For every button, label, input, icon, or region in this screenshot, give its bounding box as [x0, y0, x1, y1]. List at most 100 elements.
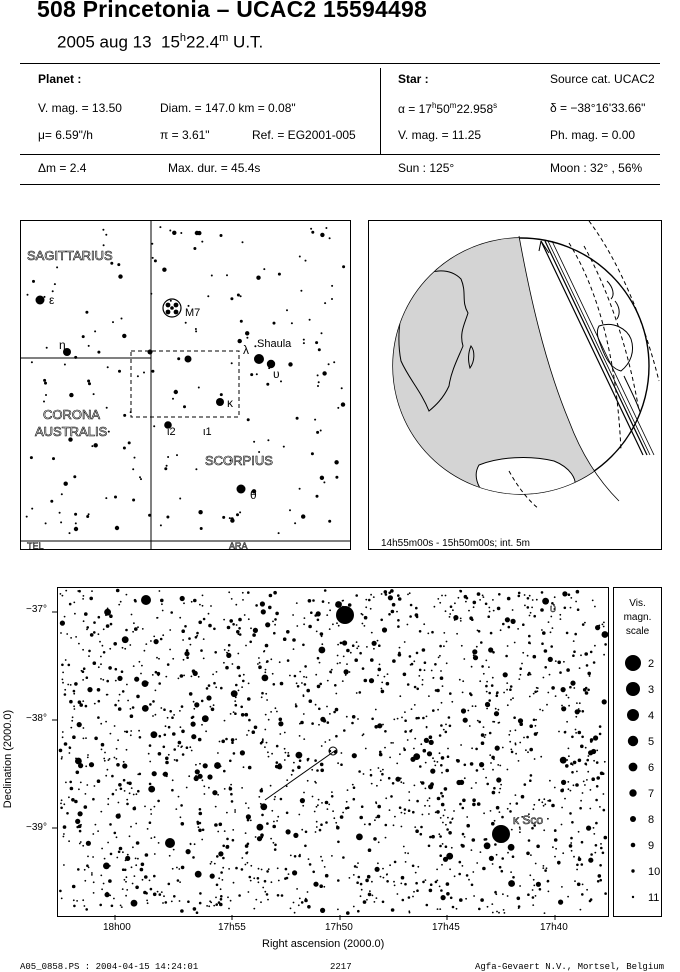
chart-star — [543, 912, 546, 914]
upsilon-mark: υ — [550, 603, 556, 615]
chart-star — [439, 676, 444, 680]
chart-star — [320, 855, 322, 858]
chart-star — [219, 902, 223, 907]
occultation-track — [540, 240, 655, 456]
finder-star — [255, 373, 258, 376]
chart-star — [365, 598, 368, 601]
chart-star — [82, 727, 85, 729]
chart-star — [575, 589, 580, 594]
chart-star — [60, 757, 63, 760]
chart-star — [443, 809, 446, 811]
finder-star — [81, 335, 85, 339]
finder-star — [165, 464, 168, 467]
chart-star — [118, 693, 121, 696]
chart-star — [463, 658, 466, 660]
chart-star — [516, 896, 521, 901]
chart-star — [203, 785, 206, 788]
chart-star — [85, 908, 88, 911]
chart-star — [443, 787, 448, 791]
chart-star — [529, 724, 533, 728]
finder-star — [114, 495, 117, 499]
chart-star — [165, 760, 169, 765]
chart-star — [241, 686, 244, 688]
chart-star — [209, 705, 212, 708]
chart-star — [571, 771, 574, 774]
chart-star — [71, 884, 76, 889]
chart-star — [366, 646, 368, 648]
chart-star — [271, 752, 273, 755]
chart-star — [76, 825, 79, 829]
chart-star — [197, 737, 202, 742]
chart-star — [60, 802, 62, 805]
chart-star — [223, 788, 226, 790]
chart-star — [60, 806, 63, 810]
chart-star — [253, 725, 258, 730]
chart-star — [221, 879, 224, 881]
chart-star — [421, 679, 424, 681]
chart-star — [336, 622, 338, 625]
chart-star — [519, 673, 522, 676]
chart-star — [115, 789, 117, 791]
chart-star — [246, 842, 250, 846]
chart-star — [260, 803, 268, 811]
chart-star — [251, 730, 256, 734]
finder-star — [122, 446, 126, 450]
chart-star — [408, 791, 411, 793]
chart-star — [381, 900, 385, 904]
chart-star — [125, 748, 128, 751]
chart-star — [77, 868, 80, 871]
chart-star — [491, 755, 495, 760]
chart-star — [199, 603, 201, 606]
chart-star — [389, 756, 391, 759]
planet-heading: Planet : — [38, 72, 82, 86]
chart-star — [431, 630, 434, 634]
finder-star — [68, 437, 73, 442]
chart-star — [544, 666, 547, 669]
chart-star — [160, 891, 163, 893]
chart-star — [485, 659, 488, 662]
chart-star — [258, 796, 261, 798]
chart-star — [429, 883, 433, 886]
finder-star — [194, 328, 197, 330]
finder-star — [180, 232, 183, 234]
chart-star — [470, 849, 473, 851]
chart-star — [87, 687, 93, 693]
chart-star — [128, 781, 132, 786]
chart-star — [446, 852, 454, 860]
chart-star — [377, 841, 380, 844]
chart-star — [424, 761, 427, 764]
chart-star — [323, 866, 326, 868]
chart-star — [380, 618, 384, 622]
scale-dot — [627, 735, 639, 747]
chart-star — [400, 811, 403, 814]
chart-star — [336, 654, 339, 657]
chart-star — [206, 905, 209, 907]
chart-star — [168, 854, 171, 857]
chart-star — [397, 653, 402, 657]
chart-star — [385, 797, 388, 800]
chart-star — [252, 627, 258, 633]
chart-star — [603, 653, 605, 656]
chart-star — [209, 873, 215, 879]
finder-star — [263, 268, 266, 271]
chart-star — [157, 799, 160, 803]
chart-star — [384, 730, 387, 733]
chart-star — [261, 836, 264, 839]
chart-star — [316, 684, 321, 689]
chart-star — [205, 687, 209, 690]
chart-star — [113, 831, 117, 835]
chart-star — [480, 741, 485, 745]
chart-star — [462, 717, 468, 723]
chart-star — [77, 811, 83, 817]
chart-star — [242, 766, 245, 769]
chart-star — [189, 746, 192, 749]
chart-star — [327, 602, 330, 604]
chart-star — [266, 870, 269, 873]
chart-star — [249, 640, 252, 644]
chart-star — [498, 811, 501, 813]
chart-star — [351, 783, 354, 786]
finder-star — [316, 430, 320, 434]
chart-star — [506, 807, 509, 810]
chart-star — [315, 673, 318, 676]
chart-star — [569, 812, 572, 815]
